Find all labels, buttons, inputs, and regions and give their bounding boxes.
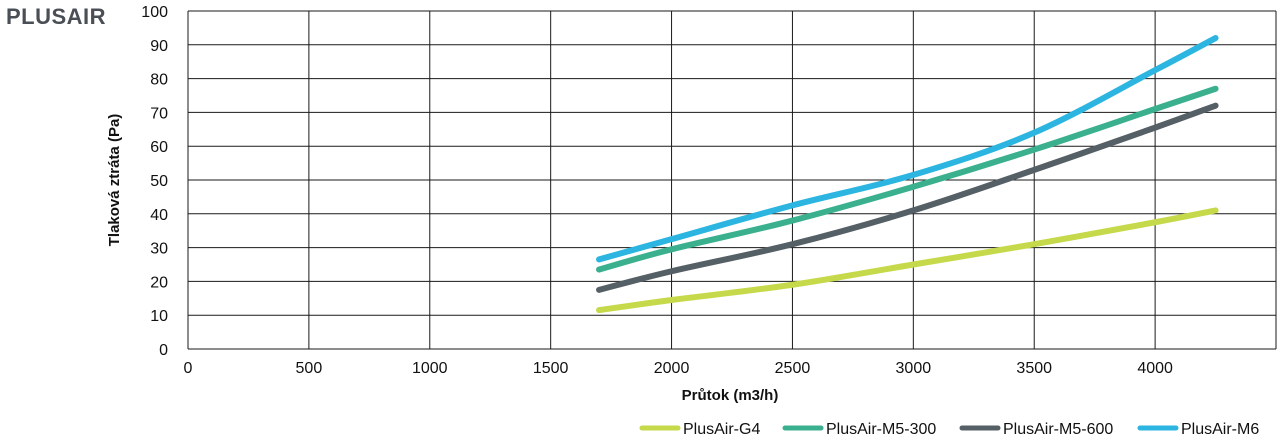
y-tick-label: 40 [150,207,168,224]
legend-label: PlusAir-G4 [683,421,760,438]
x-tick-labels: 0 500 1000 1500 2000 2500 3000 3500 4000 [184,360,1173,377]
y-tick-label: 20 [150,274,168,291]
x-tick-label: 0 [184,360,193,377]
legend-item: PlusAir-M6 [1137,421,1259,438]
y-tick-label: 90 [150,38,168,55]
x-tick-label: 2000 [654,360,690,377]
y-tick-label: 60 [150,139,168,156]
y-tick-label: 100 [141,4,168,21]
y-tick-label: 70 [150,105,168,122]
brand-title: PLUSAIR [6,4,107,29]
x-tick-label: 3500 [1016,360,1052,377]
y-axis-title: Tlaková ztráta (Pa) [106,114,123,247]
series-line-plusair-m6 [596,35,1219,263]
y-tick-label: 80 [150,72,168,89]
legend: PlusAir-G4 PlusAir-M5-300 PlusAir-M5-600 Pl… [639,421,1259,438]
series-line-plusair-m5-600 [596,102,1219,293]
x-tick-label: 1000 [412,360,448,377]
x-tick-label: 3000 [896,360,932,377]
grid-lines [187,10,1277,350]
legend-item: PlusAir-G4 [639,421,760,438]
series-lines [596,35,1219,314]
legend-item: PlusAir-M5-300 [782,421,936,438]
y-tick-label: 50 [150,173,168,190]
y-tick-label: 10 [150,308,168,325]
x-axis-title: Průtok (m3/h) [682,387,779,404]
y-tick-label: 0 [159,342,168,359]
x-tick-label: 2500 [775,360,811,377]
legend-item: PlusAir-M5-600 [959,421,1113,438]
legend-label: PlusAir-M5-600 [1003,421,1113,438]
series-line-plusair-m5-300 [596,85,1219,273]
y-tick-labels: 0 10 20 30 40 50 60 70 80 90 100 [141,4,168,359]
legend-label: PlusAir-M6 [1181,421,1259,438]
y-tick-label: 30 [150,241,168,258]
series-line-plusair-g4 [596,207,1219,314]
x-tick-label: 1500 [533,360,569,377]
x-tick-label: 500 [296,360,323,377]
legend-label: PlusAir-M5-300 [826,421,936,438]
x-tick-label: 4000 [1137,360,1173,377]
